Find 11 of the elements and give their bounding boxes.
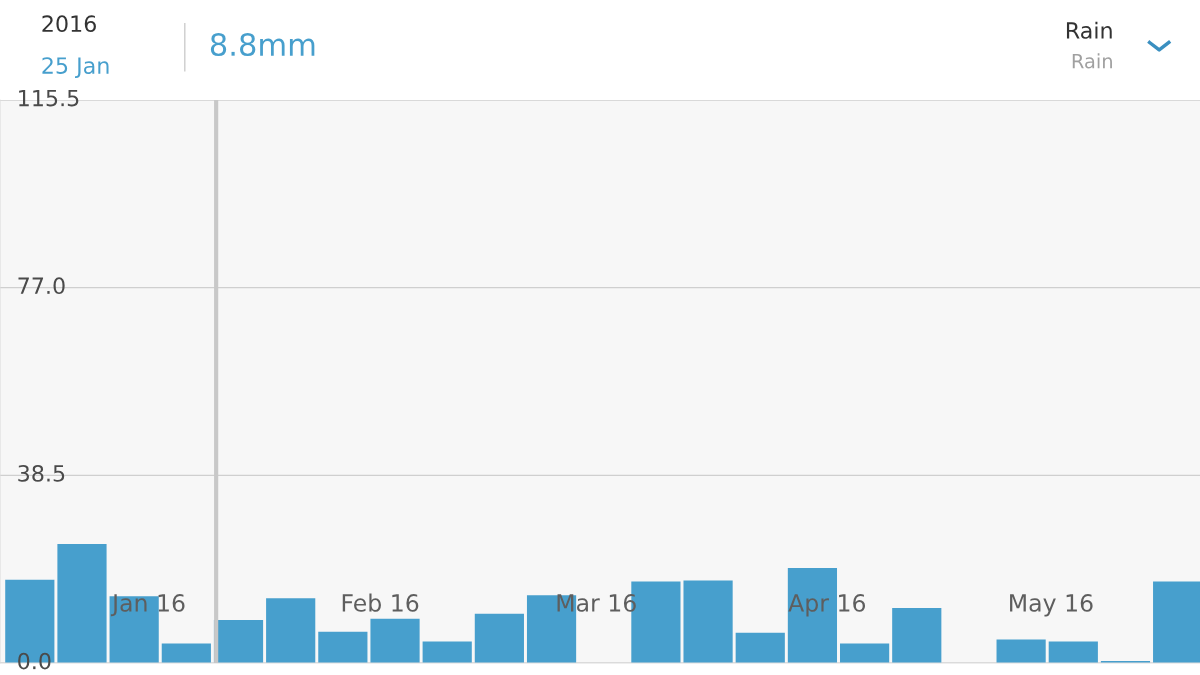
x-tick-label: May 16	[1010, 593, 1093, 617]
y-tick-label: 115.5	[19, 89, 79, 107]
text: 25 Jan	[42, 57, 109, 79]
text: 2016	[42, 15, 96, 33]
x-tick-label: Feb 16	[342, 593, 419, 612]
y-tick-label: 77.0	[18, 277, 65, 295]
y-tick-label: 38.5	[18, 464, 65, 482]
x-tick-label: Apr 16	[788, 593, 866, 617]
chart-subtitle: Rain	[1072, 53, 1112, 69]
text: 8.8mm	[210, 33, 315, 57]
chart-title: Rain	[1066, 21, 1112, 39]
